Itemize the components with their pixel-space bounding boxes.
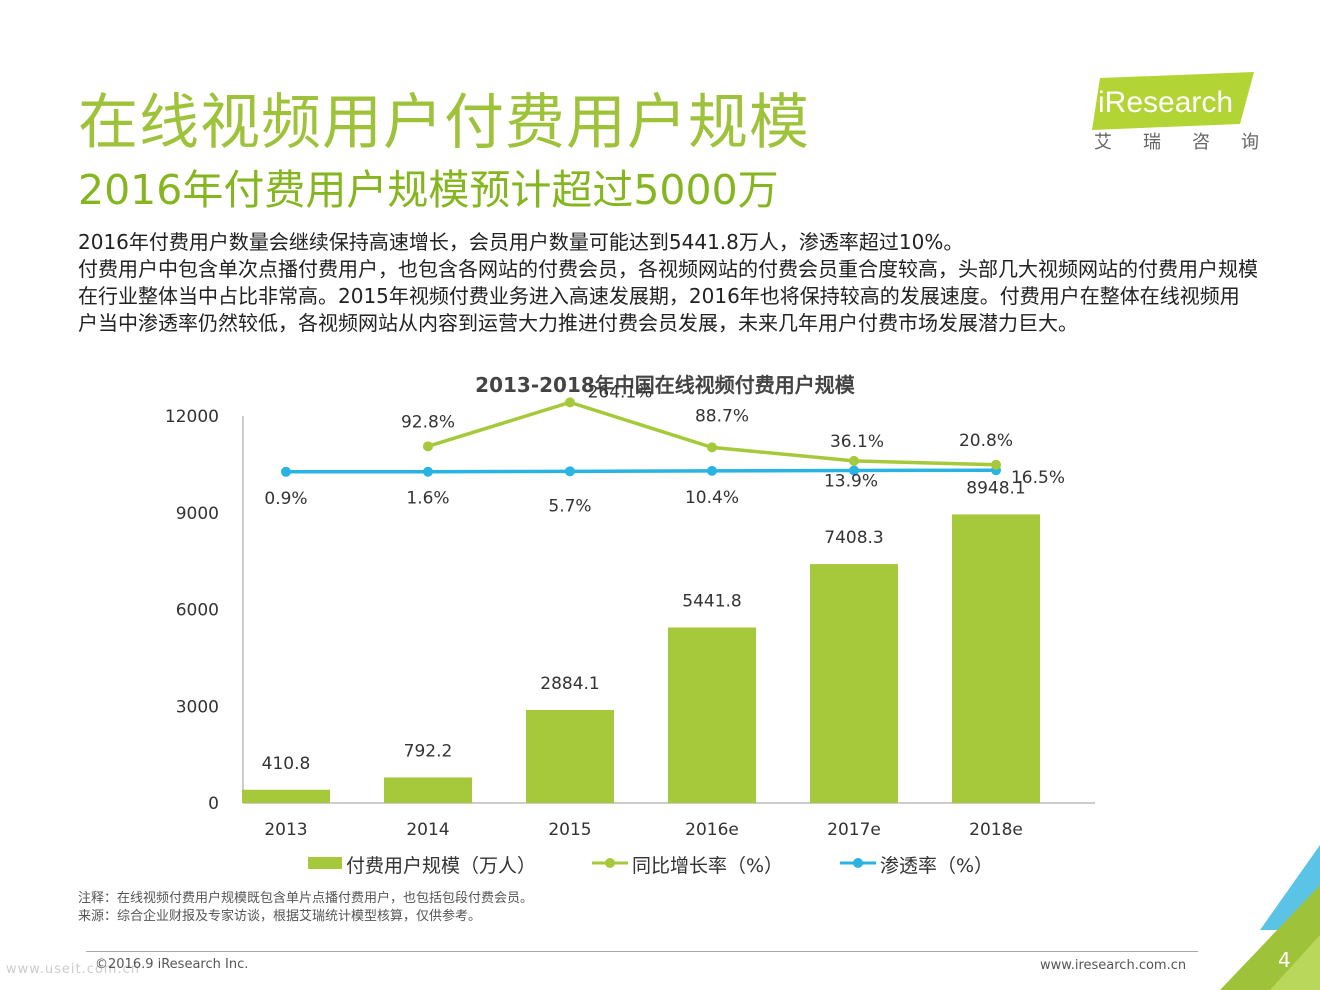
bar-data-label: 5441.8 bbox=[682, 592, 741, 612]
corner-decoration bbox=[1220, 845, 1320, 990]
growth-point bbox=[423, 441, 433, 452]
footnote-note: 注释：在线视频付费用户规模既包含单片点播付费用户，也包括包段付费会员。 bbox=[78, 891, 534, 906]
x-tick-label: 2017e bbox=[827, 820, 881, 840]
x-tick-label: 2013 bbox=[264, 820, 307, 840]
logo-green-banner bbox=[1092, 72, 1254, 130]
penetration-point bbox=[707, 465, 717, 476]
bar bbox=[810, 564, 898, 803]
bar-data-label: 410.8 bbox=[262, 754, 311, 774]
penetration-data-label: 1.6% bbox=[406, 489, 449, 509]
bar-data-label: 792.2 bbox=[404, 741, 453, 761]
page-number: 4 bbox=[1278, 948, 1291, 972]
penetration-data-label: 5.7% bbox=[548, 496, 591, 516]
corner-lightgreen-shape bbox=[1270, 935, 1320, 990]
x-tick-label: 2015 bbox=[548, 820, 591, 840]
footnote-source: 来源：综合企业财报及专家访谈，根据艾瑞统计模型核算，仅供参考。 bbox=[78, 909, 482, 924]
legend-penetration-marker bbox=[853, 858, 863, 868]
body-line-1: 2016年付费用户数量会继续保持高速增长，会员用户数量可能达到5441.8万人，… bbox=[78, 230, 964, 254]
bar-data-label: 8948.1 bbox=[966, 478, 1025, 498]
growth-point bbox=[565, 397, 575, 408]
penetration-point bbox=[849, 465, 859, 476]
penetration-data-label: 0.9% bbox=[264, 489, 307, 509]
footnotes: 注释：在线视频付费用户规模既包含单片点播付费用户，也包括包段付费会员。 来源：综… bbox=[78, 890, 533, 926]
body-line-2: 付费用户中包含单次点播付费用户，也包含各网站的付费会员，各视频网站的付费会员重合… bbox=[78, 257, 1258, 335]
bar-data-label: 7408.3 bbox=[824, 528, 883, 548]
penetration-data-label: 13.9% bbox=[824, 472, 878, 492]
y-tick-label: 3000 bbox=[176, 697, 219, 717]
x-axis: 2013 2014 2015 2016e 2017e 2018e bbox=[243, 802, 1095, 840]
y-tick-label: 12000 bbox=[165, 407, 219, 427]
growth-point bbox=[707, 442, 717, 453]
bar bbox=[952, 514, 1040, 803]
penetration-line bbox=[285, 468, 997, 474]
bar bbox=[668, 627, 756, 803]
x-tick-label: 2018e bbox=[969, 820, 1023, 840]
growth-data-label: 20.8% bbox=[959, 431, 1013, 451]
iresearch-logo: iResearch bbox=[1092, 72, 1254, 130]
growth-point bbox=[849, 455, 859, 466]
logo-brand-text: iResearch bbox=[1098, 86, 1233, 119]
penetration-data-label: 16.5% bbox=[1011, 468, 1065, 488]
bar-series: 410.8 792.2 2884.1 5441.8 7408.3 8948.1 bbox=[242, 478, 1040, 803]
chart-title: 2013-2018年中国在线视频付费用户规模 bbox=[475, 373, 856, 397]
line-series: 0.9% 1.6% 5.7% 10.4% 13.9% 16.5% 92.8% 264.1% 88… bbox=[264, 382, 1065, 516]
bar bbox=[384, 777, 472, 803]
penetration-point bbox=[281, 466, 291, 477]
chart: 2013-2018年中国在线视频付费用户规模 0 3000 6000 9000 1200… bbox=[165, 373, 1095, 877]
chart-legend: 付费用户规模（万人） 同比增长率（%） 渗透率（%） bbox=[308, 855, 993, 877]
growth-point bbox=[991, 459, 1001, 470]
growth-data-label: 36.1% bbox=[830, 432, 884, 452]
y-tick-label: 0 bbox=[208, 794, 219, 814]
website-url: www.iresearch.com.cn bbox=[1040, 958, 1187, 973]
legend-penetration-label: 渗透率（%） bbox=[880, 855, 993, 877]
growth-data-label: 264.1% bbox=[588, 382, 653, 402]
page-title: 在线视频用户付费用户规模 bbox=[78, 88, 810, 158]
penetration-point bbox=[423, 466, 433, 477]
body-text: 2016年付费用户数量会继续保持高速增长，会员用户数量可能达到5441.8万人，… bbox=[78, 229, 1258, 337]
y-axis: 0 3000 6000 9000 12000 bbox=[165, 407, 244, 814]
legend-bar-label: 付费用户规模（万人） bbox=[346, 855, 536, 877]
growth-data-label: 92.8% bbox=[401, 412, 455, 432]
copyright: ©2016.9 iResearch Inc. bbox=[95, 957, 249, 972]
legend-bar-swatch bbox=[308, 857, 342, 869]
x-tick-label: 2014 bbox=[406, 820, 449, 840]
watermark: www.useit.com.cn bbox=[6, 962, 140, 977]
x-tick-label: 2016e bbox=[685, 820, 739, 840]
logo-chinese-name: 艾瑞咨询 bbox=[1094, 132, 1290, 153]
penetration-point bbox=[565, 466, 575, 477]
y-tick-label: 9000 bbox=[176, 504, 219, 524]
legend-growth-label: 同比增长率（%） bbox=[632, 855, 783, 877]
bar bbox=[526, 709, 614, 803]
bar-data-label: 2884.1 bbox=[540, 674, 599, 694]
penetration-data-label: 10.4% bbox=[685, 488, 739, 508]
growth-data-label: 88.7% bbox=[695, 406, 749, 426]
y-tick-label: 6000 bbox=[176, 601, 219, 621]
bar bbox=[242, 789, 330, 803]
page-subtitle: 2016年付费用户规模预计超过5000万 bbox=[78, 166, 779, 214]
footer-divider bbox=[86, 951, 1198, 952]
legend-growth-marker bbox=[605, 858, 615, 868]
